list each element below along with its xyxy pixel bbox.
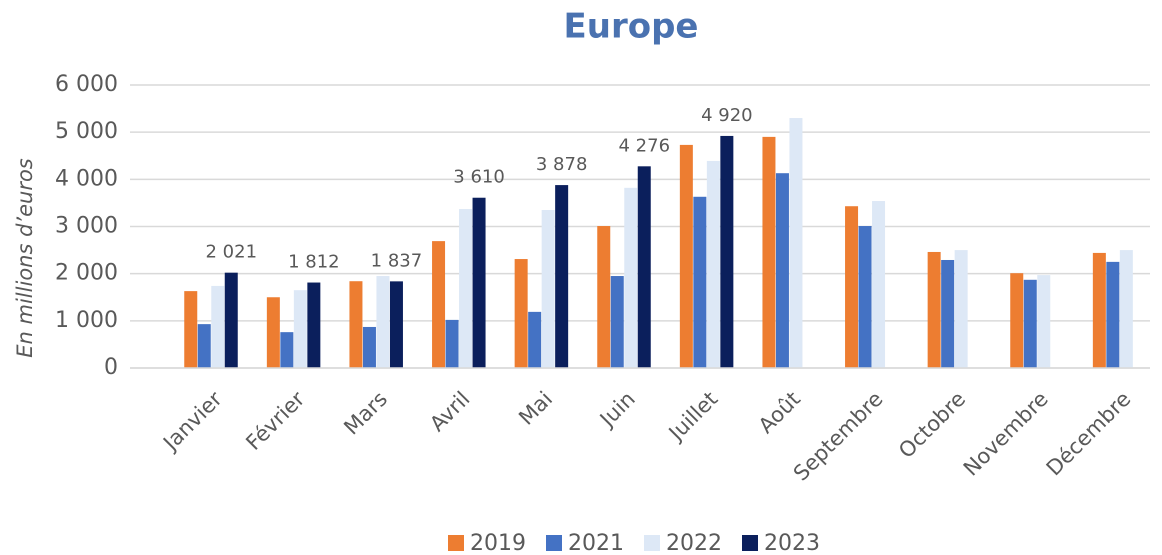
bar — [775, 173, 789, 368]
bar — [706, 160, 720, 368]
bar — [224, 272, 238, 368]
legend-label: 2022 — [666, 531, 722, 555]
bar — [459, 209, 473, 368]
y-axis-label: En millions d’euros — [13, 158, 37, 358]
bar — [472, 197, 486, 368]
legend-label: 2019 — [470, 531, 526, 555]
x-tick-label: Août — [754, 387, 805, 438]
bar — [445, 319, 459, 368]
bar — [941, 259, 955, 368]
y-tick-label: 2 000 — [55, 261, 118, 286]
bar — [1092, 252, 1106, 368]
bar — [1119, 250, 1133, 368]
bar — [362, 326, 376, 368]
bar — [1010, 273, 1024, 368]
bar — [872, 201, 886, 368]
bar — [858, 226, 872, 368]
legend-label: 2021 — [568, 531, 624, 555]
bar — [679, 144, 693, 368]
bar — [349, 281, 363, 368]
x-tick-label: Mars — [339, 387, 392, 440]
bar — [197, 324, 211, 368]
x-tick-label: Janvier — [157, 387, 227, 457]
bar — [954, 250, 968, 368]
y-tick-label: 1 000 — [55, 308, 118, 333]
legend-swatch — [448, 535, 464, 551]
bar — [211, 285, 225, 368]
bar — [432, 241, 446, 368]
bar — [610, 276, 624, 368]
value-label: 3 878 — [536, 154, 588, 175]
chart-title: Europe — [564, 7, 699, 47]
bar — [1037, 275, 1051, 368]
bar — [293, 290, 307, 368]
legend-swatch — [742, 535, 758, 551]
y-tick-label: 0 — [104, 355, 118, 380]
value-label: 1 812 — [288, 252, 340, 273]
y-tick-label: 3 000 — [55, 214, 118, 239]
x-tick-label: Octobre — [894, 387, 970, 463]
y-tick-label: 5 000 — [55, 119, 118, 144]
bar — [624, 187, 638, 368]
bar — [720, 135, 734, 368]
legend-swatch — [546, 535, 562, 551]
y-tick-label: 6 000 — [55, 72, 118, 97]
bar — [1106, 261, 1120, 368]
x-tick-label: Juillet — [663, 387, 723, 447]
bar — [307, 282, 321, 368]
legend-swatch — [644, 535, 660, 551]
bar — [597, 226, 611, 368]
bar — [389, 281, 403, 368]
bar — [789, 118, 803, 369]
bar — [266, 297, 280, 368]
x-tick-label: Février — [241, 387, 309, 455]
bar — [693, 196, 707, 368]
x-tick-label: Mai — [514, 387, 557, 430]
bar — [184, 291, 198, 368]
bar — [376, 276, 390, 368]
bar — [845, 206, 859, 368]
bar — [514, 259, 528, 368]
bar — [927, 251, 941, 368]
bar — [541, 209, 555, 368]
bar — [555, 185, 569, 368]
x-tick-label: Septembre — [789, 387, 888, 486]
bar — [1023, 279, 1037, 368]
bar — [528, 311, 542, 368]
value-label: 4 276 — [618, 135, 670, 156]
x-tick-label: Décembre — [1042, 387, 1136, 481]
value-label: 3 610 — [453, 167, 505, 188]
legend-label: 2023 — [764, 531, 820, 555]
x-tick-label: Juin — [594, 387, 640, 433]
bar — [637, 166, 651, 368]
value-label: 4 920 — [701, 105, 753, 126]
bar — [762, 136, 776, 368]
x-tick-label: Avril — [425, 387, 474, 436]
y-tick-label: 4 000 — [55, 166, 118, 191]
value-label: 2 021 — [205, 242, 257, 263]
bar — [280, 332, 294, 368]
x-tick-label: Novembre — [959, 387, 1053, 481]
value-label: 1 837 — [371, 250, 423, 271]
